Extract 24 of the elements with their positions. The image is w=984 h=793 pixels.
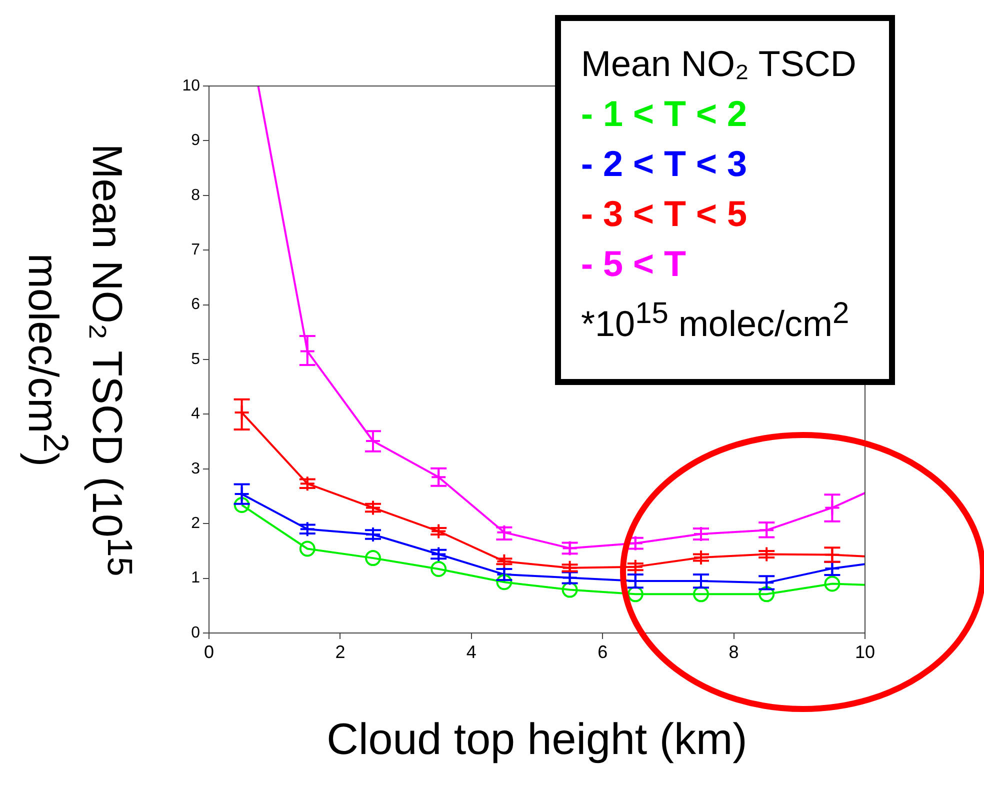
y-tick-label: 6 [191, 296, 200, 314]
y-tick-label: 1 [191, 570, 200, 587]
y-tick-label: 0 [191, 624, 200, 642]
y-tick-label: 10 [182, 77, 200, 94]
x-tick-label: 6 [598, 642, 608, 662]
text: - 3 < T < 5 [581, 192, 748, 236]
x-axis-title: Cloud top height (km) [326, 715, 748, 765]
y-tick-label: 8 [191, 186, 200, 204]
x-tick-label: 0 [204, 642, 214, 662]
y-tick-label: 7 [191, 242, 200, 259]
legend-title: Mean NO₂ TSCD [581, 42, 858, 86]
x-tick-label: 4 [466, 642, 476, 662]
x-tick-label: 8 [728, 642, 739, 662]
text: - 1 < T < 2 [581, 92, 748, 136]
x-tick-label: 10 [854, 642, 876, 662]
y-tick-label: 4 [191, 406, 200, 423]
x-tick-label: 2 [335, 642, 346, 662]
text: - 5 < T [581, 242, 688, 286]
y-tick-label: 2 [191, 515, 200, 532]
y-tick-label: 3 [191, 460, 200, 478]
annotation: *10$^{15}$ molec/cm$^{2}$ [581, 296, 850, 346]
y-tick-label: 9 [191, 132, 200, 150]
text: - 2 < T < 3 [581, 142, 748, 186]
y-tick-label: 5 [191, 350, 200, 368]
